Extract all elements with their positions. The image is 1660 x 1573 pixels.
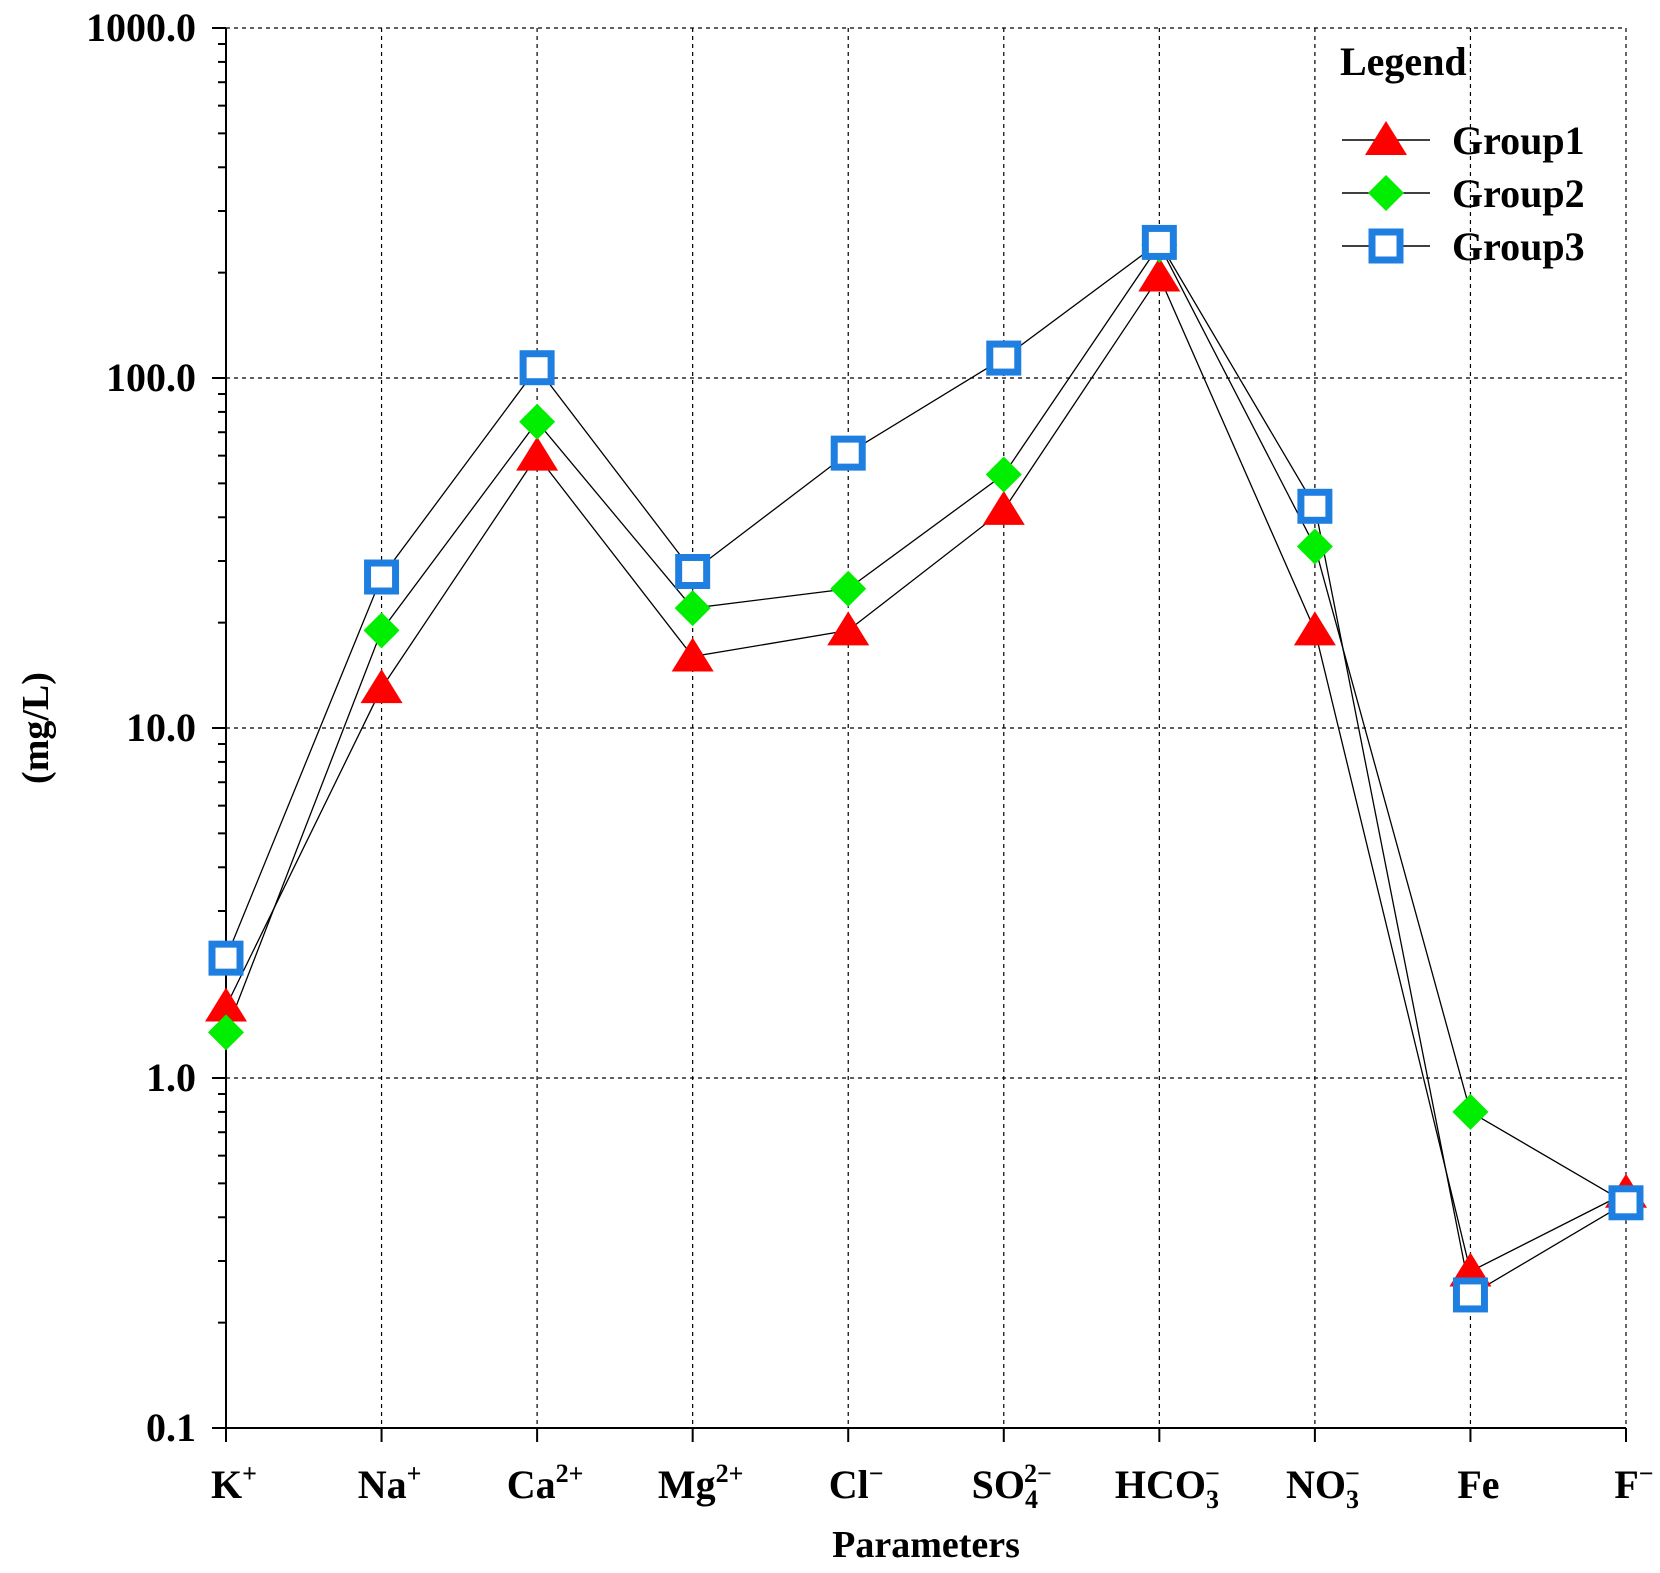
data-point-group3 xyxy=(1141,224,1177,260)
x-tick-label: Ca2+ xyxy=(507,1459,584,1507)
y-tick-label: 0.1 xyxy=(146,1405,196,1450)
markers-layer xyxy=(205,224,1647,1313)
data-point-group3 xyxy=(986,340,1022,376)
data-point-group1 xyxy=(1138,257,1181,292)
data-point-group3 xyxy=(519,350,555,386)
data-point-group3 xyxy=(1452,1277,1488,1313)
x-tick-label: K+ xyxy=(211,1459,257,1507)
data-point-group3 xyxy=(364,559,400,595)
x-tick-label: Mg2+ xyxy=(658,1459,744,1507)
data-point-group2 xyxy=(208,1014,244,1051)
legend: Legend Group1 Group2 Group3 xyxy=(1340,39,1585,269)
legend-title: Legend xyxy=(1340,39,1467,84)
data-point-group2 xyxy=(674,590,711,627)
data-point-group3 xyxy=(208,940,244,976)
x-tick-label: Fe xyxy=(1457,1462,1499,1507)
data-point-group1 xyxy=(982,490,1025,525)
data-point-group1 xyxy=(671,637,714,672)
labels-layer: 0.1 1.0 10.0 100.0 1000.0 K+ Na+ Ca2+ Mg2+ Cl− SO4… xyxy=(15,5,1654,1566)
data-point-group2 xyxy=(519,403,556,440)
lines-layer xyxy=(225,241,1627,1296)
legend-marker-group1 xyxy=(1365,121,1407,155)
data-point-group2 xyxy=(985,456,1022,493)
data-point-group3 xyxy=(830,435,866,471)
legend-label-group2: Group2 xyxy=(1452,171,1585,216)
y-tick-label: 10.0 xyxy=(126,705,196,750)
y-tick-label: 1000.0 xyxy=(86,5,196,50)
y-tick-label: 1.0 xyxy=(146,1055,196,1100)
data-point-group1 xyxy=(205,987,247,1022)
legend-label-group3: Group3 xyxy=(1452,224,1585,269)
data-point-group1 xyxy=(360,669,403,704)
series-line-group2 xyxy=(225,243,1627,1204)
x-tick-label: F− xyxy=(1614,1459,1653,1507)
legend-label-group1: Group1 xyxy=(1452,118,1585,163)
y-axis-title: (mg/L) xyxy=(15,672,57,784)
grid-layer xyxy=(226,27,1627,1428)
x-axis-title: Parameters xyxy=(832,1524,1020,1566)
axis-layer xyxy=(212,27,1627,1442)
data-point-group2 xyxy=(363,612,400,649)
data-point-group3 xyxy=(1297,488,1333,524)
data-point-group1 xyxy=(516,436,559,471)
x-tick-label: Na+ xyxy=(358,1459,422,1507)
legend-marker-group3 xyxy=(1368,228,1404,264)
legend-marker-group2 xyxy=(1368,175,1404,211)
series-line-group3 xyxy=(225,241,1627,1296)
x-tick-label: SO42− xyxy=(972,1459,1052,1514)
x-tick-label: HCO3− xyxy=(1115,1459,1220,1514)
x-tick-label: Cl− xyxy=(829,1459,884,1507)
y-tick-label: 100.0 xyxy=(106,355,196,400)
data-point-group3 xyxy=(1608,1185,1644,1221)
data-point-group1 xyxy=(1293,611,1336,646)
data-point-group2 xyxy=(1452,1093,1489,1130)
data-point-group3 xyxy=(675,553,711,589)
data-point-group2 xyxy=(830,570,867,607)
series-line-group1 xyxy=(225,275,1627,1273)
x-tick-label: NO3− xyxy=(1286,1459,1360,1514)
data-point-group2 xyxy=(1296,528,1333,565)
data-point-group1 xyxy=(827,611,870,646)
